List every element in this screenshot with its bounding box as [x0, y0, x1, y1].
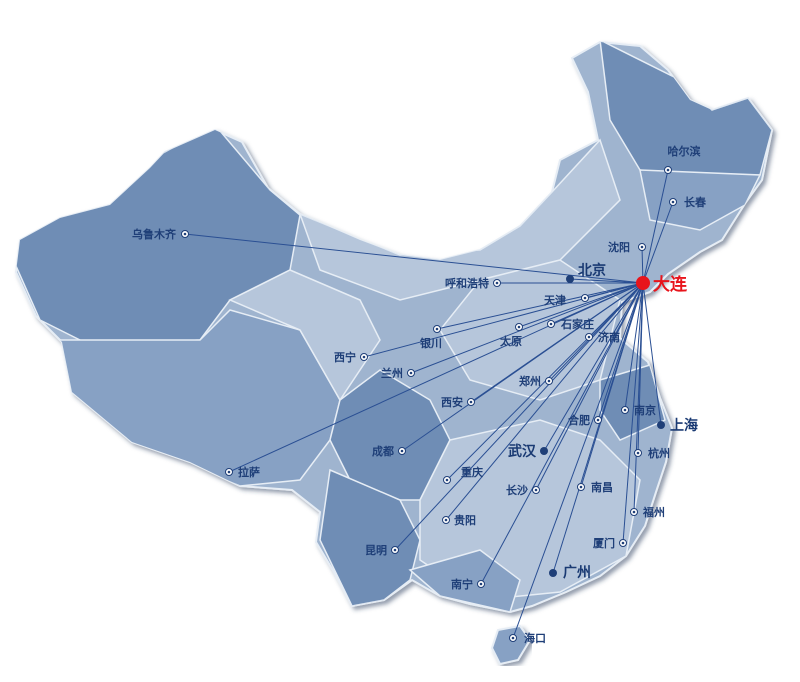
city-dot-major — [566, 275, 574, 283]
city-marker-center — [632, 510, 636, 514]
city-label: 沈阳 — [608, 240, 630, 254]
city-label: 呼和浩特 — [445, 276, 489, 290]
qinghai-region — [228, 269, 381, 402]
china-landmass — [14, 40, 774, 666]
city-marker-center — [549, 322, 553, 326]
city-label: 海口 — [524, 631, 546, 645]
guangxi-region — [408, 549, 521, 612]
city-label: 福州 — [642, 505, 665, 519]
route-line — [410, 282, 644, 374]
city-label: 银川 — [420, 336, 442, 350]
jiangsu-region — [599, 364, 666, 441]
route-line — [518, 282, 644, 328]
city-marker-center — [479, 582, 483, 586]
city-marker-center — [583, 296, 587, 300]
city-label: 广州 — [563, 564, 591, 581]
route-line — [445, 282, 644, 521]
city-label: 西安 — [441, 395, 463, 409]
city-marker-center — [444, 518, 448, 522]
city-label: 贵阳 — [454, 513, 476, 527]
route-line — [642, 169, 669, 284]
city-marker-center — [671, 200, 675, 204]
route-line — [535, 282, 644, 491]
route-line — [633, 282, 644, 513]
city-label: 拉萨 — [238, 465, 260, 479]
route-line — [446, 282, 644, 481]
city-label: 重庆 — [461, 465, 483, 479]
city-marker-center — [534, 488, 538, 492]
city-marker-center — [445, 478, 449, 482]
route-line — [401, 282, 644, 452]
route-line — [642, 282, 662, 426]
city-label: 乌鲁木齐 — [132, 227, 177, 241]
city-marker-center — [227, 470, 231, 474]
route-line — [543, 282, 644, 452]
city-marker-center — [469, 400, 473, 404]
city-marker-center — [183, 232, 187, 236]
city-label: 济南 — [598, 330, 620, 344]
city-label: 武汉 — [508, 443, 537, 460]
city-label: 南昌 — [591, 480, 613, 494]
route-line — [363, 282, 644, 358]
city-label: 杭州 — [648, 446, 670, 460]
city-label: 长春 — [684, 195, 707, 209]
origin-dot — [636, 276, 650, 290]
city-dot-major — [549, 569, 557, 577]
city-dot-major — [657, 421, 665, 429]
city-marker-center — [579, 485, 583, 489]
route-line — [228, 282, 644, 473]
city-label: 合肥 — [568, 413, 590, 427]
city-marker-center — [587, 335, 591, 339]
city-marker-center — [666, 168, 670, 172]
city-marker-center — [435, 327, 439, 331]
city-marker-center — [640, 245, 644, 249]
route-line — [480, 282, 644, 585]
jilin-region — [639, 169, 762, 231]
origin-label: 大连 — [653, 274, 688, 295]
city-label: 哈尔滨 — [668, 144, 701, 158]
route-line — [624, 282, 644, 411]
city-label: 石家庄 — [560, 317, 594, 331]
city-marker-center — [623, 408, 627, 412]
yunnan-region — [319, 468, 421, 607]
city-marker-center — [362, 355, 366, 359]
city-label: 南京 — [634, 403, 656, 417]
route-line — [512, 282, 644, 639]
city-marker-center — [393, 548, 397, 552]
route-line — [622, 282, 644, 544]
city-label: 郑州 — [519, 374, 541, 388]
route-line — [394, 282, 644, 551]
route-line — [184, 233, 644, 284]
route-line — [552, 282, 644, 574]
city-marker-center — [621, 541, 625, 545]
city-label: 上海 — [670, 417, 698, 434]
city-marker-center — [547, 379, 551, 383]
city-marker-center — [409, 371, 413, 375]
city-marker-center — [517, 325, 521, 329]
route-line — [642, 201, 674, 284]
city-marker-center — [495, 281, 499, 285]
city-label: 南宁 — [451, 577, 473, 591]
city-label: 太原 — [499, 334, 522, 348]
city-label: 厦门 — [593, 536, 615, 550]
city-label: 成都 — [372, 444, 394, 458]
city-marker-center — [511, 636, 515, 640]
city-label: 长沙 — [506, 483, 528, 497]
city-marker-center — [636, 451, 640, 455]
city-label: 昆明 — [365, 544, 387, 557]
hainan-island-shape — [490, 624, 532, 666]
city-label: 西宁 — [334, 350, 356, 364]
city-label: 天津 — [544, 293, 566, 307]
city-marker-center — [400, 449, 404, 453]
city-label: 北京 — [578, 262, 606, 279]
city-marker-center — [596, 418, 600, 422]
route-line — [436, 282, 644, 330]
route-line — [569, 278, 644, 284]
city-label: 兰州 — [381, 366, 403, 380]
city-dot-major — [540, 447, 548, 455]
